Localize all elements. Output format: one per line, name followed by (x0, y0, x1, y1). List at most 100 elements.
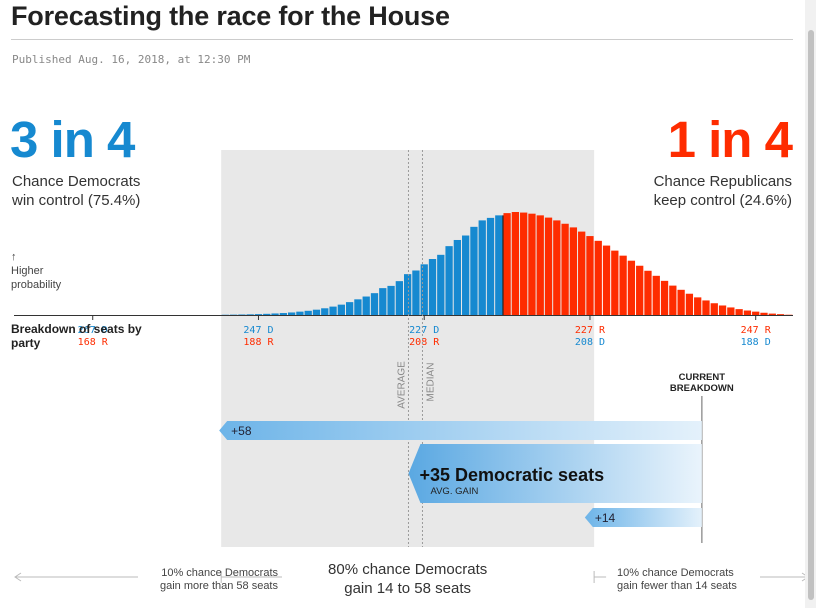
republican-odds: 1 in 4 (667, 111, 793, 168)
bar-seats-247 (254, 314, 263, 315)
bar-seats-226 (428, 259, 437, 315)
gain-arrow-average (408, 444, 702, 503)
bar-seats-242 (296, 311, 304, 315)
gain-label-average: +35 Democratic seats (419, 465, 604, 485)
bottom-center-text: 80% chance Democrats (328, 561, 487, 578)
average-label: AVERAGE (396, 361, 407, 409)
tick-label: 208 R (409, 337, 440, 348)
bar-seats-217 (503, 213, 511, 315)
bar-seats-211 (553, 220, 561, 315)
gain-arrow-plus-14 (584, 508, 702, 527)
bar-seats-199 (652, 275, 660, 315)
bar-seats-239 (321, 308, 329, 315)
bar-seats-236 (345, 302, 354, 315)
tick-label: 267 D (78, 325, 108, 336)
bar-seats-245 (271, 313, 279, 315)
democrat-chance-text: Chance Democrats win control (75.4%) (12, 172, 140, 210)
tick-label: 208 D (575, 337, 605, 348)
bar-seats-224 (445, 246, 453, 315)
bar-seats-218 (495, 215, 503, 315)
democrat-chance-line2: win control (75.4%) (12, 192, 141, 209)
bar-seats-221 (470, 226, 478, 315)
higher-probability-label: ↑ Higher probability (11, 250, 61, 292)
bar-seats-198 (660, 280, 669, 315)
bar-seats-234 (362, 296, 370, 315)
tick-label: 247 D (243, 325, 273, 336)
bar-seats-223 (453, 239, 462, 315)
breakdown-line2: party (11, 336, 41, 350)
bar-seats-194 (694, 297, 702, 315)
bar-seats-184 (776, 314, 785, 315)
bar-seats-196 (677, 289, 685, 315)
bar-seats-244 (279, 313, 287, 315)
bar-seats-206 (594, 240, 602, 315)
bar-seats-192 (710, 303, 718, 315)
bar-seats-235 (354, 299, 362, 315)
bottom-range-lines (14, 571, 809, 583)
range-arrow-icon (14, 572, 22, 582)
democrat-chance-line1: Chance Democrats (12, 173, 141, 190)
bar-seats-228 (412, 270, 420, 315)
bar-seats-237 (337, 304, 345, 315)
bar-seats-188 (743, 310, 752, 315)
breakdown-line1: Breakdown of seats by (11, 322, 142, 336)
bar-seats-243 (287, 312, 296, 315)
tick-label: 247 R (741, 325, 772, 336)
title-divider (11, 39, 793, 40)
tick-label: 188 R (243, 337, 274, 348)
bar-seats-209 (569, 227, 578, 315)
bar-seats-231 (387, 285, 395, 315)
histogram-bars (221, 212, 793, 315)
bar-seats-233 (370, 293, 379, 315)
current-breakdown-label-line2: BREAKDOWN (670, 383, 734, 394)
bar-seats-201 (636, 265, 644, 315)
bar-seats-241 (304, 310, 312, 315)
bar-seats-207 (586, 236, 594, 315)
bottom-center-text-line2: gain 14 to 58 seats (344, 580, 471, 597)
bar-seats-249 (238, 314, 246, 315)
bar-seats-213 (536, 215, 544, 315)
tick-label: 227 R (575, 325, 606, 336)
bar-seats-229 (404, 274, 412, 315)
bar-seats-240 (312, 309, 321, 315)
bar-seats-208 (578, 231, 586, 315)
tick-label: 168 R (78, 337, 109, 348)
bar-seats-193 (702, 300, 710, 315)
current-breakdown-label: CURRENT (679, 372, 726, 383)
tick-label: 227 D (409, 325, 439, 336)
bar-seats-185 (768, 313, 776, 315)
bar-seats-212 (544, 217, 553, 315)
higher-line1: Higher (11, 265, 44, 277)
gain-label-plus-58: +58 (231, 424, 252, 438)
breakdown-label: Breakdown of seats by party (11, 322, 142, 350)
median-label: MEDIAN (425, 363, 436, 402)
bar-seats-222 (462, 235, 470, 315)
bar-seats-202 (627, 260, 636, 315)
bar-seats-190 (727, 307, 735, 315)
bar-seats-210 (561, 223, 569, 315)
bar-seats-204 (611, 250, 619, 315)
bar-seats-203 (619, 255, 627, 315)
bar-seats-205 (602, 245, 611, 315)
republican-chance-line2: keep control (24.6%) (653, 192, 792, 209)
bar-seats-215 (520, 212, 528, 315)
bar-seats-225 (437, 254, 445, 315)
democrat-odds: 3 in 4 (10, 111, 135, 168)
bar-seats-197 (669, 285, 677, 315)
bar-seats-232 (379, 288, 387, 315)
bar-seats-187 (752, 311, 760, 315)
bottom-right-text: 10% chance Democrats (617, 567, 734, 579)
page-title: Forecasting the race for the House (11, 1, 450, 31)
bar-seats-189 (735, 309, 743, 315)
scrollbar-thumb[interactable] (808, 30, 814, 600)
tick-label: 188 D (741, 337, 771, 348)
bar-seats-191 (718, 305, 727, 315)
bar-seats-214 (528, 213, 536, 315)
bottom-left-text-line2: gain more than 58 seats (160, 580, 279, 592)
republican-chance-line1: Chance Republicans (653, 173, 792, 190)
bar-seats-219 (486, 217, 495, 315)
gain-arrow-plus-58 (219, 421, 702, 440)
bar-seats-200 (644, 270, 652, 315)
